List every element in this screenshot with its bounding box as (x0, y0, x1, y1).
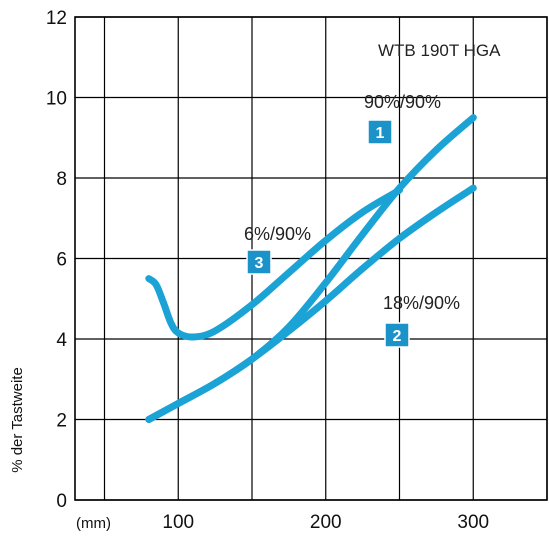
y-tick-label: 8 (56, 169, 67, 190)
badge-2-box (384, 322, 410, 348)
x-tick-label: 200 (310, 512, 342, 533)
series-line-6-90 (145, 186, 403, 341)
badge-3-box (246, 249, 272, 275)
grid (74, 16, 548, 501)
x-unit-label: (mm) (76, 515, 111, 532)
y-tick-label: 6 (56, 250, 67, 271)
x-tick-label: 300 (457, 512, 489, 533)
badge-3-number: 3 (255, 255, 264, 272)
curves (145, 114, 477, 423)
chart-annotation: WTB 190T HGA (378, 41, 501, 60)
y-tick-label: 4 (56, 330, 67, 351)
plot-frame (74, 16, 548, 501)
series-badge-1: 1 (367, 119, 393, 145)
badge-2-number: 2 (393, 328, 402, 345)
y-tick-label: 12 (46, 8, 67, 29)
x-tick-label: 100 (162, 512, 194, 533)
series-line-90-90 (145, 114, 477, 423)
series-label-18-90: 18%/90% (383, 293, 460, 313)
y-tick-label: 0 (56, 491, 67, 512)
y-tick-label: 10 (46, 89, 67, 110)
series-badge-2: 2 (384, 322, 410, 348)
series-label-90-90: 90%/90% (364, 92, 441, 112)
series-label-6-90: 6%/90% (244, 224, 311, 244)
series-line-18-90 (145, 184, 477, 423)
badge-1-number: 1 (376, 125, 385, 142)
y-axis-label: % der Tastweite (9, 367, 26, 473)
y-tick-label: 2 (56, 411, 67, 432)
series-badge-3: 3 (246, 249, 272, 275)
badge-1-box (367, 119, 393, 145)
